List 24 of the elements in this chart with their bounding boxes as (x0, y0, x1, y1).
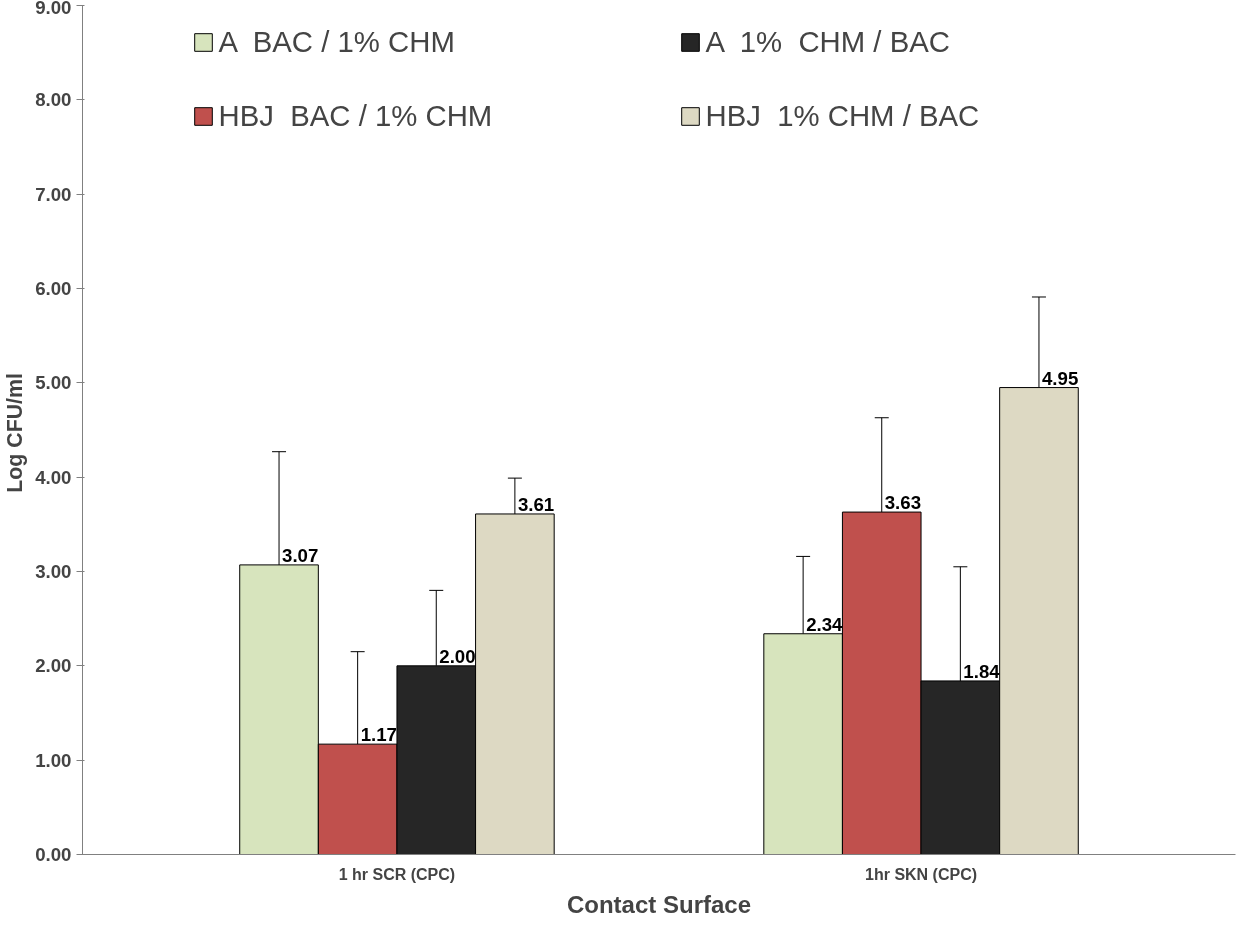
data-label: 3.07 (282, 544, 319, 566)
data-label: 4.95 (1041, 367, 1079, 389)
data-label: 3.61 (517, 493, 555, 515)
legend-label: A 1% CHM / BAC (705, 25, 951, 59)
y-tick-label: 9.00 (35, 0, 72, 18)
y-tick-label: 5.00 (35, 372, 72, 394)
legend-label: HBJ 1% CHM / BAC (705, 99, 981, 133)
y-tick-label: 6.00 (35, 278, 72, 299)
y-tick-label: 4.00 (35, 466, 72, 488)
legend-label: HBJ BAC / 1% CHM (218, 99, 494, 133)
y-tick-label: 2.00 (35, 655, 72, 677)
y-tick-label: 1.00 (35, 749, 72, 771)
y-axis-title: Log CFU/ml (3, 373, 28, 493)
data-label: 1.17 (360, 724, 397, 746)
x-tick-label: 1hr SKN (CPC) (865, 865, 978, 883)
y-tick-label: 7.00 (35, 183, 72, 205)
y-tick-label: 8.00 (35, 89, 72, 111)
y-tick-label: 3.00 (35, 561, 72, 582)
x-axis-title: Contact Surface (566, 890, 752, 918)
y-tick-label: 0.00 (35, 844, 72, 865)
legend-label: A BAC / 1% CHM (218, 25, 456, 59)
data-label: 2.00 (439, 645, 476, 667)
x-tick-label: 1 hr SCR (CPC) (338, 865, 456, 883)
data-label: 3.63 (884, 492, 922, 514)
